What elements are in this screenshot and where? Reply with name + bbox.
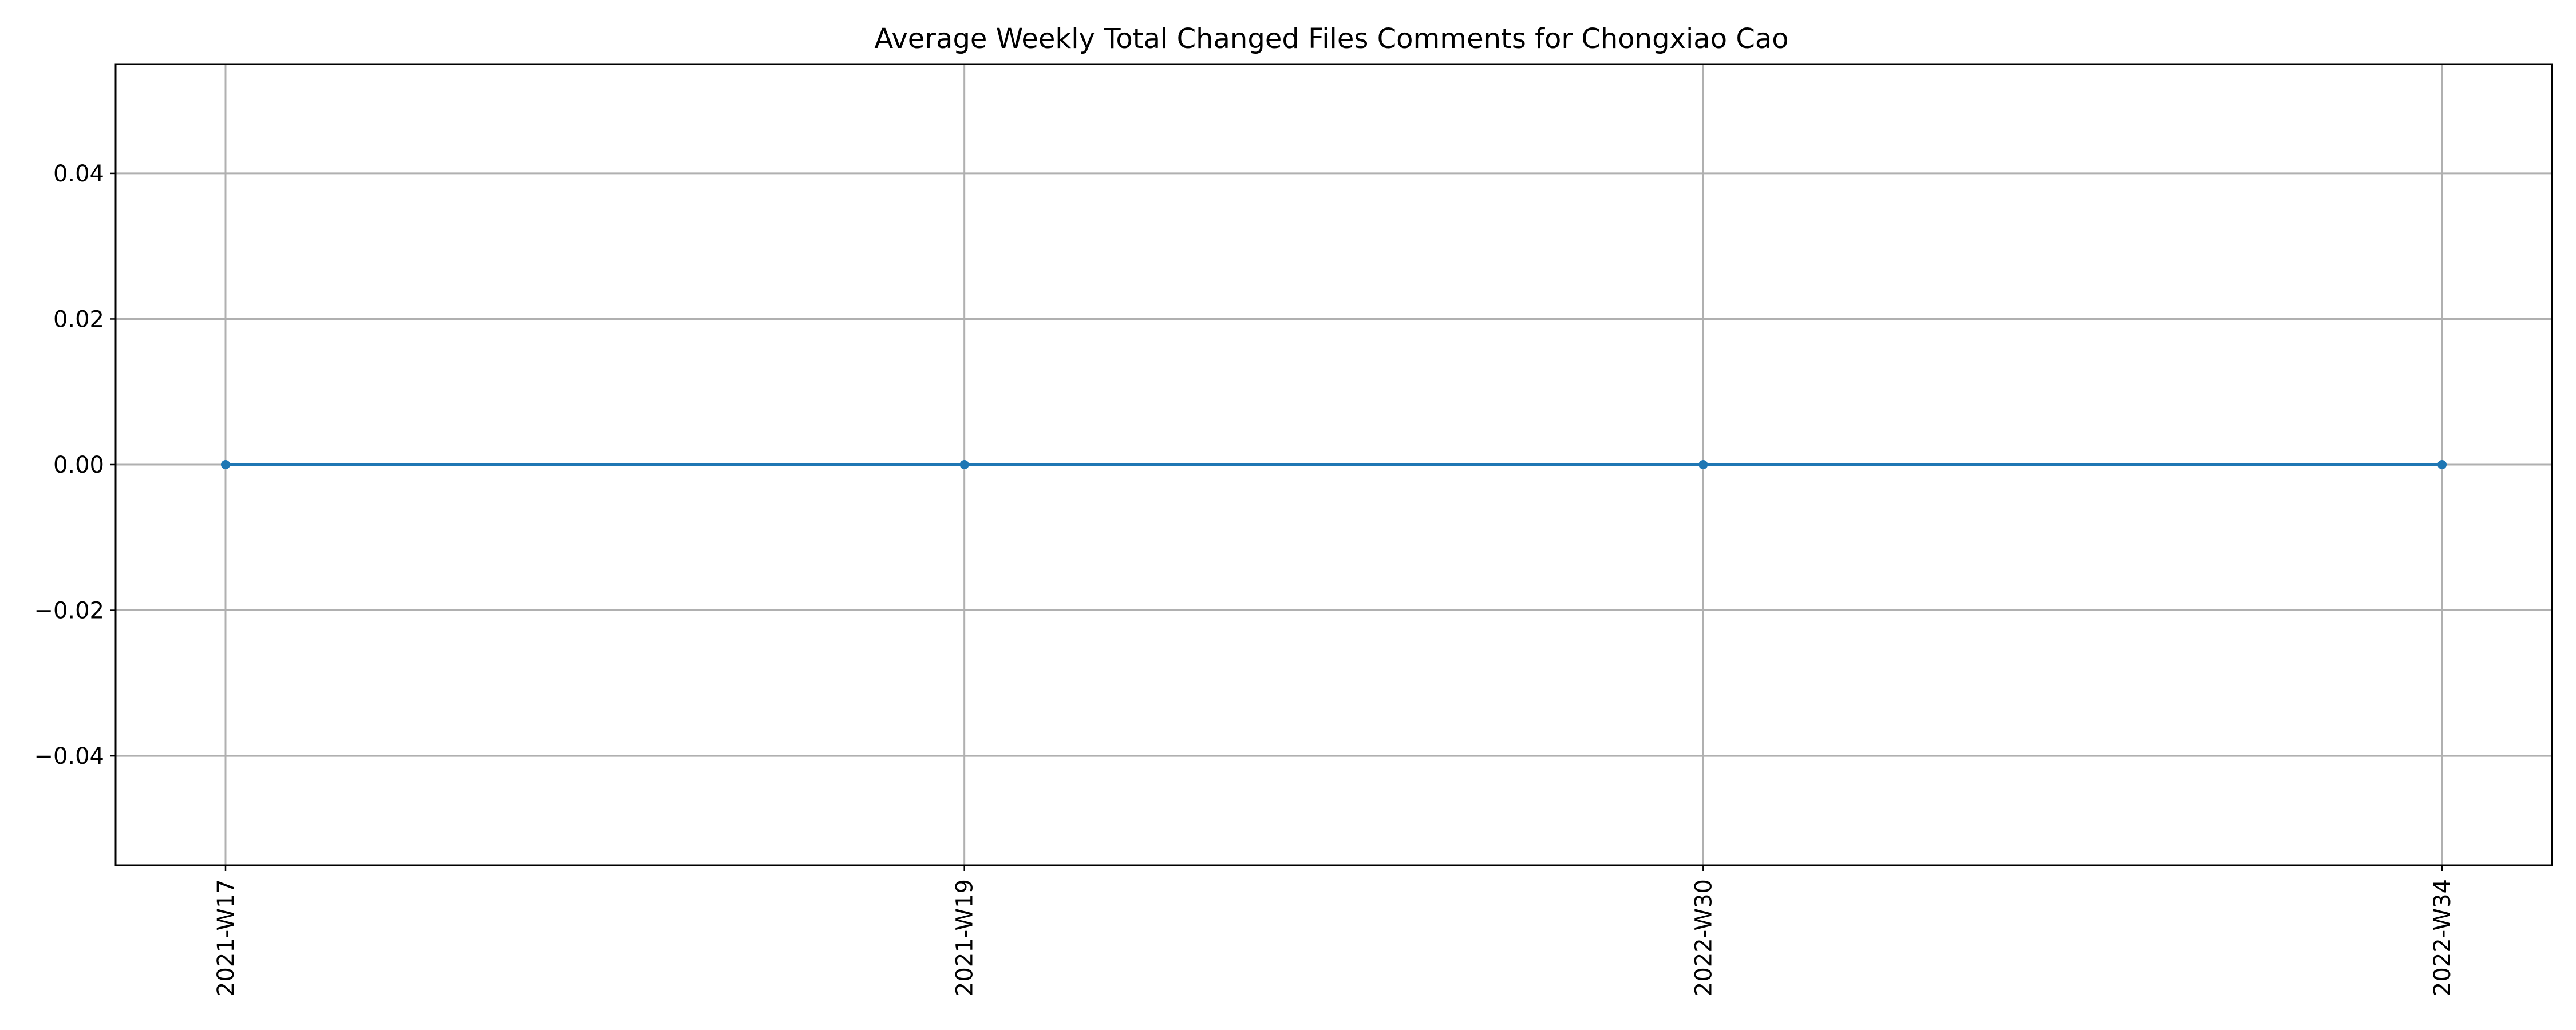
- x-tick-label: 2022-W30: [1690, 879, 1717, 996]
- x-tick-label: 2021-W19: [952, 879, 978, 996]
- data-point: [1698, 460, 1708, 469]
- y-tick-label: 0.02: [53, 306, 104, 332]
- y-tick-label: 0.04: [53, 161, 104, 187]
- chart-title: Average Weekly Total Changed Files Comme…: [874, 23, 1788, 55]
- y-tick-label: −0.02: [34, 598, 104, 624]
- data-point: [221, 460, 230, 469]
- x-tick-label: 2022-W34: [2429, 879, 2456, 996]
- axis-ticks: 0.04 0.02 0.00 −0.02 −0.04 2021-W17 2021-W19 20…: [34, 161, 2456, 996]
- x-tick-label: 2021-W17: [213, 879, 239, 996]
- data-point: [959, 460, 969, 469]
- series-layer: [221, 460, 2447, 469]
- y-tick-label: 0.00: [53, 452, 104, 478]
- y-tick-label: −0.04: [34, 743, 104, 770]
- data-point: [2437, 460, 2447, 469]
